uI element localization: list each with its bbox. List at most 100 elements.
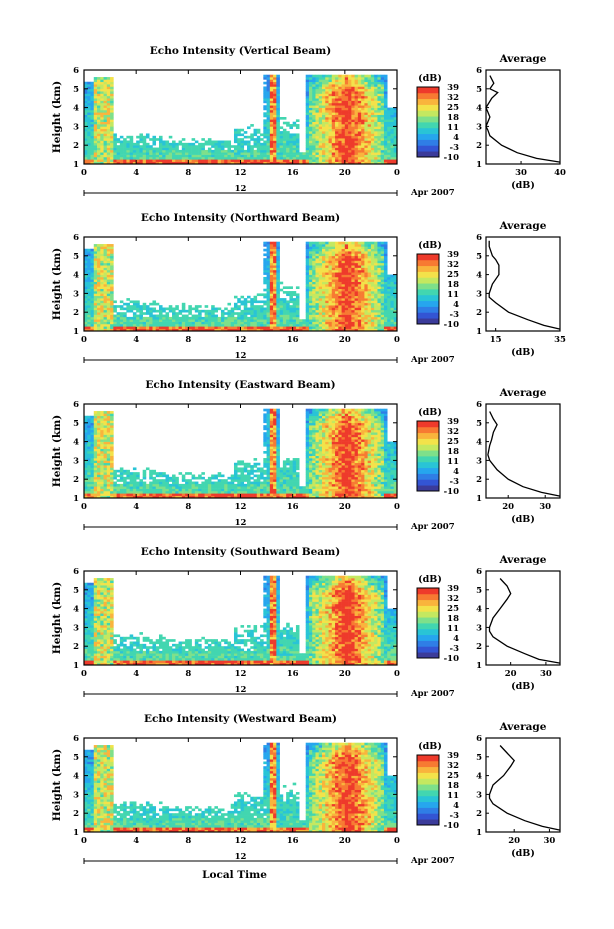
heatmap-cell — [351, 312, 355, 315]
heatmap-cell — [266, 100, 271, 104]
heatmap-cell — [233, 328, 238, 332]
heatmap-cell — [263, 154, 267, 158]
heatmap-cell — [198, 312, 202, 315]
heatmap-cell — [168, 488, 173, 492]
heatmap-cell — [129, 490, 134, 494]
heatmap-cell — [126, 142, 130, 146]
heatmap-cell — [328, 98, 333, 101]
heatmap-cell — [97, 142, 101, 146]
heatmap-cell — [318, 305, 323, 308]
heatmap-cell — [233, 312, 238, 315]
heatmap-cell — [145, 142, 150, 146]
heatmap-cell — [103, 286, 108, 289]
heatmap-cell — [335, 258, 339, 261]
heatmap-cell — [276, 246, 280, 250]
heatmap-cell — [335, 328, 339, 332]
heatmap-cell — [237, 300, 241, 304]
heatmap-cell — [181, 145, 186, 148]
heatmap-cell — [370, 84, 375, 87]
heatmap-cell — [361, 291, 365, 294]
heatmap-cell — [370, 159, 375, 162]
heatmap-cell — [383, 95, 388, 99]
heatmap-cell — [341, 79, 346, 83]
heatmap-cell — [312, 156, 316, 160]
heatmap-cell — [357, 251, 362, 254]
heatmap-cell — [289, 133, 293, 137]
heatmap-cell — [188, 142, 192, 146]
heatmap-cell — [90, 495, 95, 499]
heatmap-cell — [308, 291, 313, 294]
heatmap-cell — [90, 467, 95, 471]
heatmap-cell — [269, 159, 274, 162]
heatmap-cell — [181, 316, 186, 320]
heatmap-cell — [390, 309, 395, 313]
heatmap-cell — [367, 314, 372, 318]
heatmap-cell — [90, 284, 95, 287]
y-tick-label: 1 — [73, 160, 79, 170]
heatmap-cell — [90, 147, 95, 151]
heatmap-cell — [243, 131, 248, 134]
heatmap-cell — [361, 288, 365, 292]
heatmap-cell — [344, 152, 349, 155]
heatmap-cell — [110, 493, 114, 496]
heatmap-cell — [364, 251, 368, 254]
heatmap-cell — [139, 328, 143, 332]
heatmap-cell — [165, 145, 170, 148]
heatmap-cell — [237, 140, 241, 144]
heatmap-cell — [322, 77, 326, 80]
heatmap-cell — [214, 149, 218, 153]
heatmap-cell — [273, 140, 277, 144]
heatmap-cell — [165, 488, 170, 492]
heatmap-cell — [87, 128, 91, 132]
heatmap-cell — [308, 74, 313, 78]
heatmap-cell — [348, 121, 352, 125]
heatmap-cell — [361, 328, 365, 332]
heatmap-cell — [370, 95, 375, 99]
heatmap-cell — [110, 479, 114, 482]
heatmap-cell — [90, 142, 95, 146]
heatmap-cell — [237, 305, 241, 308]
heatmap-cell — [299, 152, 303, 155]
heatmap-cell — [132, 145, 137, 148]
heatmap-cell — [364, 102, 368, 106]
heatmap-cell — [276, 107, 280, 111]
avg-y-tick-label: 4 — [476, 104, 482, 114]
heatmap-cell — [149, 474, 153, 478]
heatmap-cell — [393, 274, 398, 278]
heatmap-cell — [103, 441, 108, 445]
heatmap-cell — [123, 469, 127, 473]
heatmap-cell — [240, 133, 245, 137]
heatmap-cell — [181, 307, 186, 311]
heatmap-cell — [110, 439, 114, 442]
heatmap-cell — [266, 142, 271, 146]
heatmap-cell — [393, 312, 398, 315]
heatmap-cell — [393, 328, 398, 332]
heatmap-cell — [126, 152, 130, 155]
heatmap-cell — [139, 483, 143, 487]
heatmap-cell — [155, 326, 160, 329]
heatmap-cell — [331, 248, 336, 252]
heatmap-cell — [335, 312, 339, 315]
heatmap-cell — [100, 84, 104, 87]
heatmap-cell — [132, 474, 137, 478]
heatmap-cell — [383, 119, 388, 122]
heatmap-cell — [93, 326, 98, 329]
heatmap-cell — [351, 149, 355, 153]
heatmap-cell — [97, 302, 101, 306]
heatmap-cell — [335, 316, 339, 320]
heatmap-cell — [250, 133, 254, 137]
heatmap-cell — [84, 284, 88, 287]
heatmap-cell — [348, 309, 352, 313]
heatmap-cell — [364, 265, 368, 268]
heatmap-cell — [315, 138, 320, 141]
heatmap-cell — [344, 328, 349, 332]
heatmap-cell — [276, 95, 280, 99]
heatmap-cell — [224, 323, 228, 327]
heatmap-cell — [302, 323, 307, 327]
heatmap-cell — [110, 93, 114, 97]
heatmap-cell — [110, 121, 114, 125]
colorbar-swatch — [417, 271, 439, 278]
heatmap-cell — [84, 84, 88, 87]
heatmap-cell — [90, 420, 95, 424]
heatmap-cell — [357, 269, 362, 273]
